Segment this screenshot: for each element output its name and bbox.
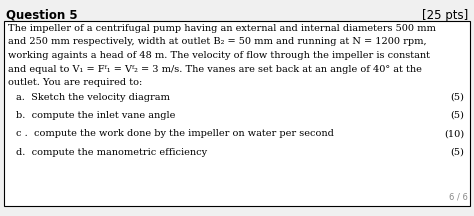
Text: working againts a head of 48 ​m. The velocity of flow through the impeller is co: working againts a head of 48 ​m. The vel… [8,51,430,60]
Text: a.  Sketch the velocity diagram: a. Sketch the velocity diagram [16,92,170,102]
Text: b.  compute the inlet vane angle: b. compute the inlet vane angle [16,111,175,120]
Text: (5): (5) [450,148,464,157]
Text: and 250 ​mm respectively, width at outlet B₂ = 50 ​mm and running at N = 1200 ​r: and 250 ​mm respectively, width at outle… [8,38,427,46]
Bar [4,21,470,206]
Text: outlet. You are required to:: outlet. You are required to: [8,78,142,87]
Text: [25 pts]: [25 pts] [422,9,468,22]
Text: The impeller of a centrifugal pump having an external and internal diameters 500: The impeller of a centrifugal pump havin… [8,24,436,33]
Text: (10): (10) [444,130,464,138]
Text: (5): (5) [450,111,464,120]
Text: Question 5: Question 5 [6,9,78,22]
Text: d.  compute the manometric efficiency: d. compute the manometric efficiency [16,148,207,157]
Text: (5): (5) [450,92,464,102]
Text: and equal to V₁ = Fᶠ₁ = Vᶠ₂ = 3 m/s. The vanes are set back at an angle of 40° a: and equal to V₁ = Fᶠ₁ = Vᶠ₂ = 3 m/s. The… [8,65,422,73]
Text: 6 / 6: 6 / 6 [449,193,468,202]
Text: c .  compute the work done by the impeller on water per second: c . compute the work done by the impelle… [16,130,334,138]
